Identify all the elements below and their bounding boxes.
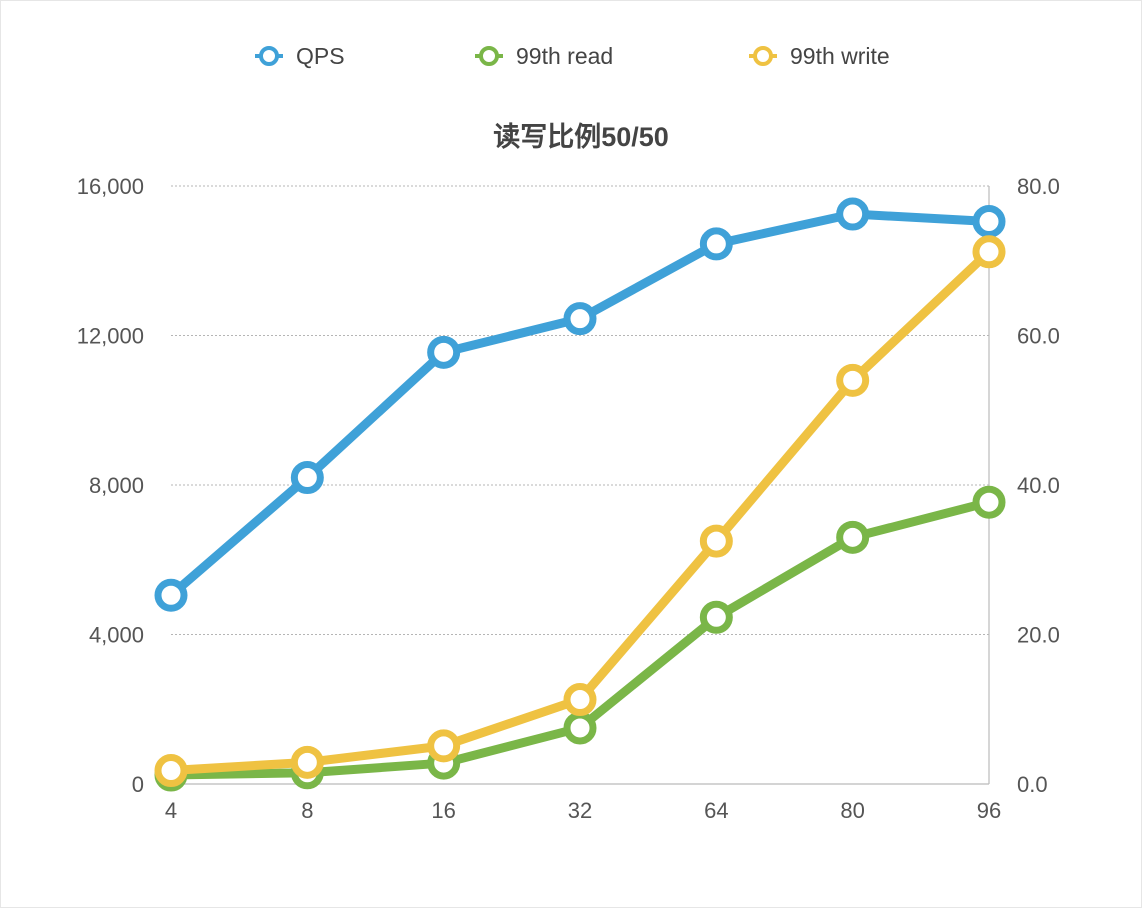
data-point-99th-write[interactable]: [427, 729, 461, 763]
data-point-99th-write[interactable]: [699, 524, 733, 558]
data-point-99th-write[interactable]: [290, 745, 324, 779]
y-left-tick-label: 12,000: [77, 324, 144, 349]
y-right-tick-label: 20.0: [1017, 623, 1060, 648]
data-point-qps[interactable]: [972, 205, 1006, 239]
x-tick-label: 96: [977, 798, 1001, 823]
data-point-99th-read[interactable]: [563, 711, 597, 745]
x-tick-label: 32: [568, 798, 592, 823]
data-point-qps[interactable]: [699, 227, 733, 261]
y-right-tick-label: 40.0: [1017, 473, 1060, 498]
y-left-tick-label: 16,000: [77, 174, 144, 199]
legend-label: 99th read: [516, 43, 613, 69]
axes: 0 0.0 4,000 20.0 8,000 40.0 12,000 60.0 16,000 80…: [77, 174, 1060, 823]
chart-legend[interactable]: QPS 99th read 99th write: [255, 43, 890, 69]
grid-lines: [171, 185, 989, 635]
chart-title: 读写比例50/50: [493, 122, 669, 152]
x-tick-label: 64: [704, 798, 728, 823]
y-left-tick-label: 0: [132, 772, 144, 797]
data-point-99th-read[interactable]: [699, 600, 733, 634]
y-right-tick-label: 60.0: [1017, 324, 1060, 349]
data-point-99th-write[interactable]: [972, 235, 1006, 269]
y-left-tick-label: 8,000: [89, 473, 144, 498]
data-point-qps[interactable]: [836, 197, 870, 231]
series-99th-write: [154, 235, 1006, 788]
legend-marker: [259, 46, 279, 66]
x-tick-label: 80: [840, 798, 864, 823]
data-point-qps[interactable]: [563, 302, 597, 336]
legend-label: QPS: [296, 43, 345, 69]
legend-item-99th-write[interactable]: 99th write: [749, 43, 890, 69]
data-point-99th-read[interactable]: [836, 520, 870, 554]
data-point-qps[interactable]: [427, 335, 461, 369]
data-point-99th-read[interactable]: [972, 485, 1006, 519]
data-point-99th-write[interactable]: [836, 363, 870, 397]
x-tick-label: 8: [301, 798, 313, 823]
data-point-99th-write[interactable]: [563, 683, 597, 717]
x-tick-label: 4: [165, 798, 177, 823]
data-point-qps[interactable]: [154, 578, 188, 612]
y-right-tick-label: 0.0: [1017, 772, 1048, 797]
data-point-qps[interactable]: [290, 461, 324, 495]
series-99th-read: [154, 485, 1006, 792]
x-tick-label: 16: [431, 798, 455, 823]
series-qps: [154, 197, 1006, 612]
legend-marker: [753, 46, 773, 66]
data-point-99th-write[interactable]: [154, 754, 188, 788]
legend-marker: [479, 46, 499, 66]
y-right-tick-label: 80.0: [1017, 174, 1060, 199]
y-left-tick-label: 4,000: [89, 623, 144, 648]
legend-item-qps[interactable]: QPS: [255, 43, 345, 69]
series-layer: [154, 197, 1006, 792]
legend-item-99th-read[interactable]: 99th read: [475, 43, 613, 69]
legend-label: 99th write: [790, 43, 890, 69]
